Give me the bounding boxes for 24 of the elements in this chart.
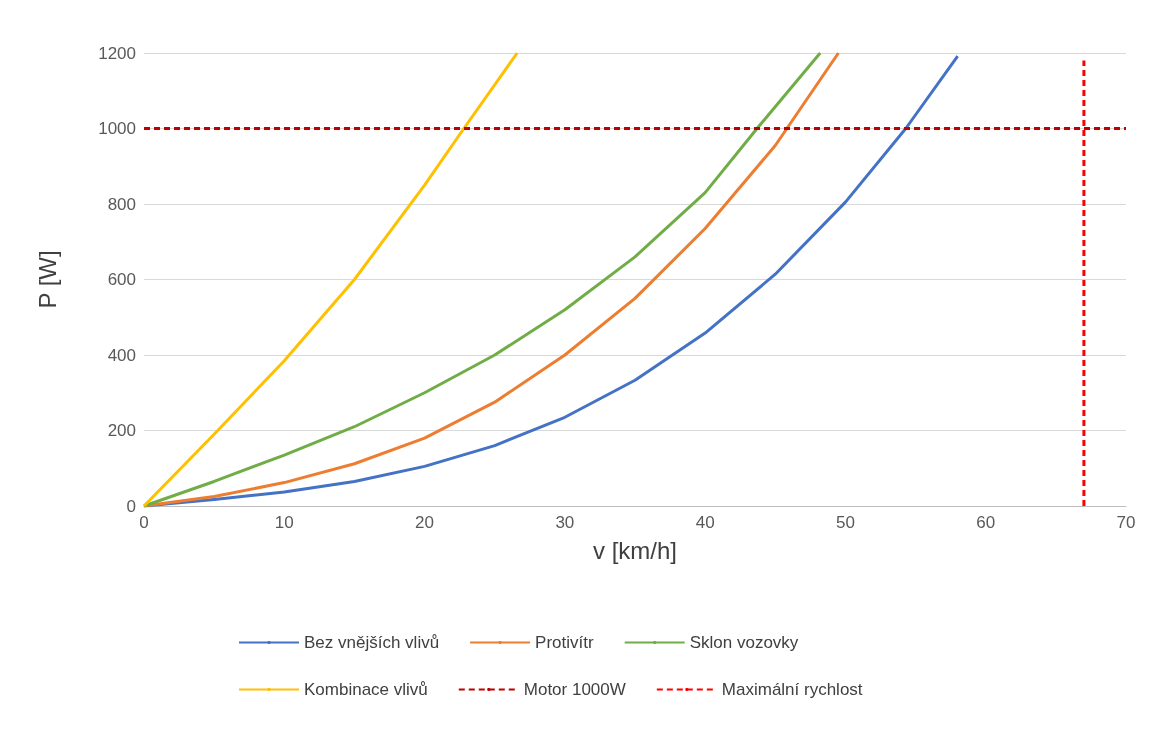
x-axis-title: v [km/h] bbox=[592, 536, 678, 564]
x-tick-label: 10 bbox=[274, 513, 294, 532]
legend-label: Kombinace vlivů bbox=[304, 680, 428, 699]
x-tick-label: 30 bbox=[555, 513, 575, 532]
legend-label: Sklon vozovky bbox=[689, 633, 799, 652]
y-tick-label: 200 bbox=[107, 421, 136, 440]
y-tick-label: 800 bbox=[107, 194, 136, 214]
legend-label: Protivítr bbox=[535, 633, 595, 652]
y-axis-title: P [W] bbox=[33, 250, 61, 309]
y-tick-label: 1200 bbox=[98, 43, 136, 63]
x-tick-label: 20 bbox=[415, 513, 435, 532]
x-tick-label: 0 bbox=[139, 513, 149, 532]
x-tick-label: 70 bbox=[1116, 513, 1136, 532]
y-tick-label: 600 bbox=[107, 270, 136, 289]
legend-label: Bez vnějších vlivů bbox=[304, 633, 440, 652]
y-tick-label: 0 bbox=[126, 496, 136, 516]
x-tick-label: 40 bbox=[695, 513, 715, 532]
legend-label: Motor 1000W bbox=[523, 680, 626, 699]
line-series bbox=[142, 51, 519, 508]
x-tick-label: 50 bbox=[835, 513, 855, 532]
x-tick-label: 60 bbox=[976, 513, 996, 532]
y-tick-label: 400 bbox=[107, 345, 136, 365]
y-tick-label: 1000 bbox=[98, 119, 136, 138]
legend-label: Maximální rychlost bbox=[721, 680, 863, 699]
